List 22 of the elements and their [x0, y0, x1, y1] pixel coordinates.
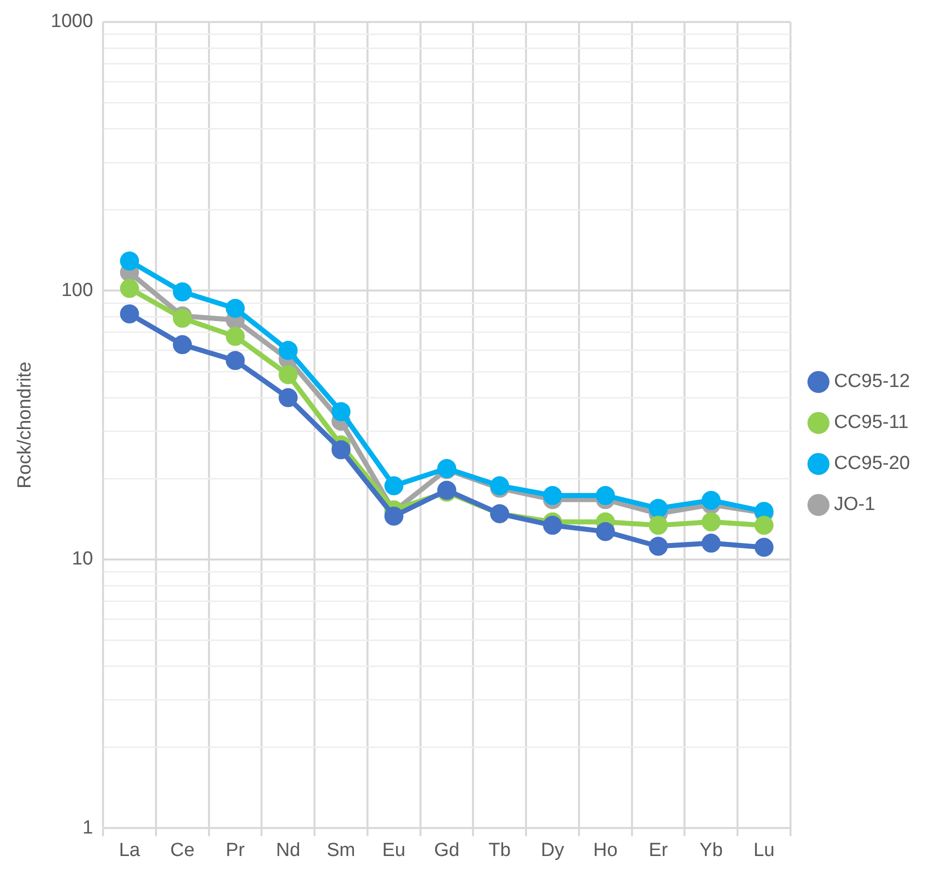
- y-tick-label: 10: [72, 548, 94, 570]
- y-tick-label: 100: [61, 280, 94, 301]
- x-tick-label: Pr: [226, 840, 246, 861]
- y-axis-title: Rock/chondrite: [14, 362, 36, 488]
- x-tick-label: Nd: [276, 840, 300, 861]
- x-tick-label: Sm: [326, 840, 356, 861]
- x-tick-label: Dy: [540, 840, 565, 861]
- x-tick-label: Eu: [382, 840, 406, 861]
- x-tick-label: Ce: [170, 840, 195, 861]
- x-tick-label: Lu: [753, 840, 775, 861]
- x-tick-label: Er: [648, 840, 668, 861]
- y-tick-label: 1: [82, 817, 94, 838]
- legend-label: JO-1: [834, 494, 876, 516]
- legend-label: CC95-11: [834, 412, 909, 434]
- y-tick-label: 1000: [50, 11, 94, 32]
- x-tick-label: Tb: [488, 840, 511, 861]
- legend-label: CC95-12: [834, 371, 910, 392]
- legend-label: CC95-20: [834, 453, 910, 474]
- x-tick-label: Ho: [593, 840, 618, 861]
- x-tick-label: Yb: [700, 840, 723, 861]
- x-tick-label: La: [118, 840, 140, 861]
- x-tick-label: Gd: [434, 840, 460, 861]
